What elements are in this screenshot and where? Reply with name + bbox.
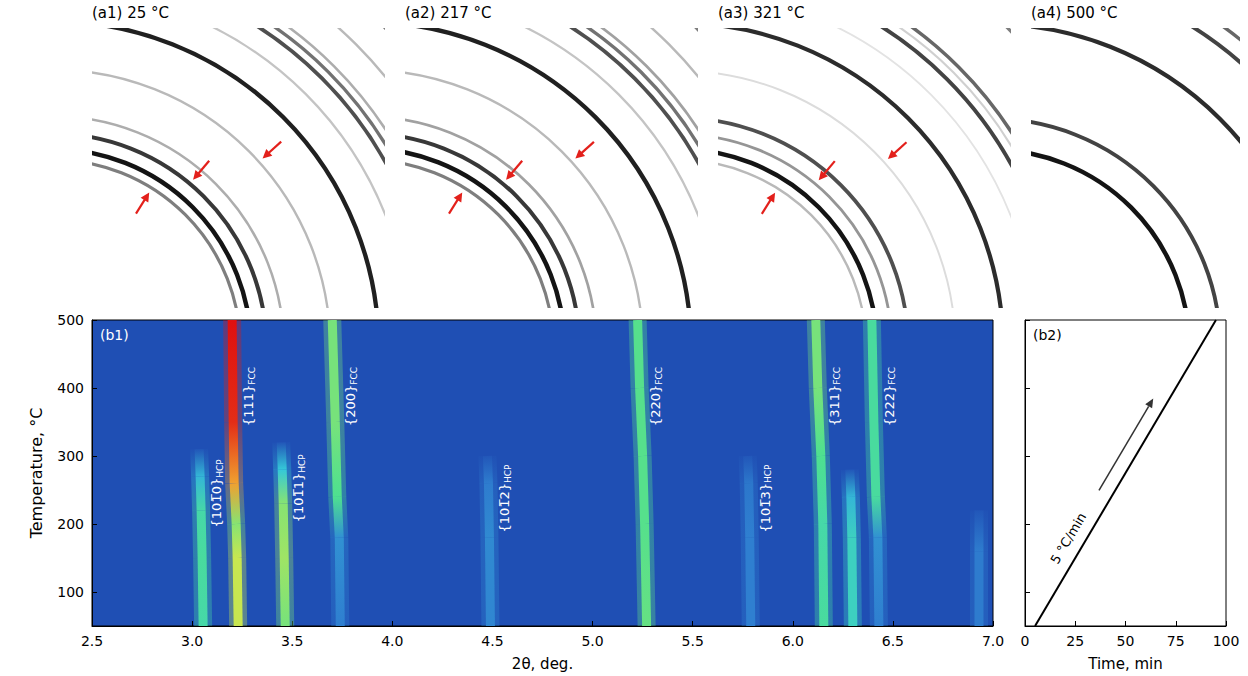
svg-text:6.0: 6.0 (782, 633, 804, 649)
html-text:(a4) 500 °C: (a4) 500 °C (1031, 4, 1118, 22)
svg-text:HCP: HCP (763, 464, 773, 483)
svg-text:6.5: 6.5 (882, 633, 904, 649)
svg-text:{101̅3}: {101̅3} (758, 483, 773, 533)
html-text:(a1) 25 °C: (a1) 25 °C (92, 4, 169, 22)
svg-text:50: 50 (1117, 633, 1135, 649)
svg-text:7.0: 7.0 (982, 633, 1004, 649)
svg-text:200: 200 (57, 516, 84, 532)
svg-text:400: 400 (57, 380, 84, 396)
svg-text:{200}: {200} (343, 385, 358, 426)
svg-text:FCC: FCC (247, 367, 257, 385)
svg-text:Time, min: Time, min (1087, 655, 1163, 673)
svg-text:(b2): (b2) (1033, 327, 1062, 343)
svg-text:HCP: HCP (503, 464, 513, 483)
svg-text:100: 100 (1213, 633, 1240, 649)
svg-text:FCC: FCC (887, 367, 897, 385)
svg-text:2.5: 2.5 (81, 633, 103, 649)
svg-text:{101̅2}: {101̅2} (497, 483, 512, 533)
svg-text:HCP: HCP (297, 454, 307, 473)
svg-text:5 °C/min: 5 °C/min (1047, 510, 1089, 567)
svg-text:0: 0 (1021, 633, 1030, 649)
svg-text:FCC: FCC (832, 367, 842, 385)
svg-text:3.5: 3.5 (281, 633, 303, 649)
svg-text:5.5: 5.5 (682, 633, 704, 649)
svg-text:4.0: 4.0 (381, 633, 403, 649)
svg-text:5.0: 5.0 (581, 633, 603, 649)
svg-text:3.0: 3.0 (181, 633, 203, 649)
svg-text:FCC: FCC (654, 367, 664, 385)
svg-text:FCC: FCC (349, 367, 359, 385)
svg-text:4.5: 4.5 (481, 633, 503, 649)
html-text:(a2) 217 °C: (a2) 217 °C (405, 4, 492, 22)
svg-text:500: 500 (57, 312, 84, 328)
svg-text:{101̅1}: {101̅1} (291, 473, 306, 523)
svg-text:300: 300 (57, 448, 84, 464)
svg-text:Temperature, °C: Temperature, °C (27, 408, 46, 540)
svg-text:{311}: {311} (827, 385, 842, 426)
svg-text:75: 75 (1167, 633, 1185, 649)
svg-text:{111}: {111} (241, 385, 256, 426)
svg-text:{101̅0}: {101̅0} (209, 478, 224, 528)
svg-text:{222}: {222} (882, 385, 897, 426)
svg-text:2θ, deg.: 2θ, deg. (512, 655, 573, 673)
svg-text:HCP: HCP (215, 459, 225, 478)
svg-text:25: 25 (1066, 633, 1084, 649)
html-text:(a3) 321 °C: (a3) 321 °C (718, 4, 805, 22)
svg-text:(b1): (b1) (100, 327, 129, 343)
svg-text:{220}: {220} (648, 385, 663, 426)
svg-text:100: 100 (57, 584, 84, 600)
